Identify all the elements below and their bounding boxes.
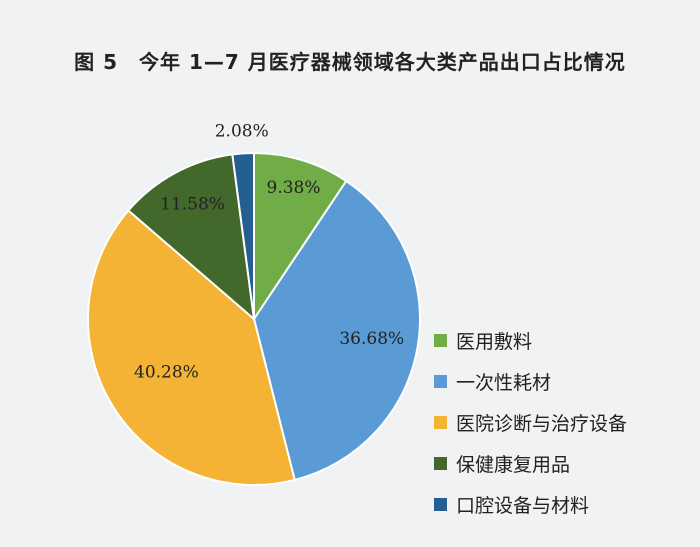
pie-slice-4 [231, 151, 255, 320]
legend-item: 一次性耗材 [434, 361, 627, 402]
legend-label: 保健康复用品 [456, 454, 571, 476]
pie-slice-2 [87, 209, 296, 486]
legend-item: 口腔设备与材料 [434, 484, 627, 525]
legend-item: 保健康复用品 [434, 443, 627, 484]
legend-swatch [434, 416, 447, 429]
legend-swatch [434, 498, 447, 511]
legend-swatch [434, 334, 447, 347]
slice-data-label: 11.58% [160, 195, 225, 215]
legend-label: 医用敷料 [456, 331, 533, 353]
legend-swatch [434, 457, 447, 470]
legend-item: 医院诊断与治疗设备 [434, 402, 627, 443]
pie-slice-3 [126, 153, 256, 322]
legend-swatch [434, 375, 447, 388]
legend-label: 口腔设备与材料 [456, 495, 590, 517]
legend: 医用敷料一次性耗材医院诊断与治疗设备 保健康复用品 口腔设备与材料 [434, 320, 627, 525]
slice-data-label: 9.38% [267, 178, 321, 198]
slice-data-label: 40.28% [134, 363, 199, 383]
chart-title: 图 5 今年 1—7 月医疗器械领域各大类产品出口占比情况 [74, 50, 626, 74]
legend-item: 医用敷料 [434, 320, 627, 361]
pie-slice-0 [253, 151, 348, 323]
pie-slice-1 [252, 179, 421, 482]
slice-data-label: 2.08% [215, 121, 269, 141]
legend-label: 一次性耗材 [456, 372, 552, 394]
slice-data-label: 36.68% [339, 329, 404, 349]
legend-label: 医院诊断与治疗设备 [456, 413, 628, 435]
